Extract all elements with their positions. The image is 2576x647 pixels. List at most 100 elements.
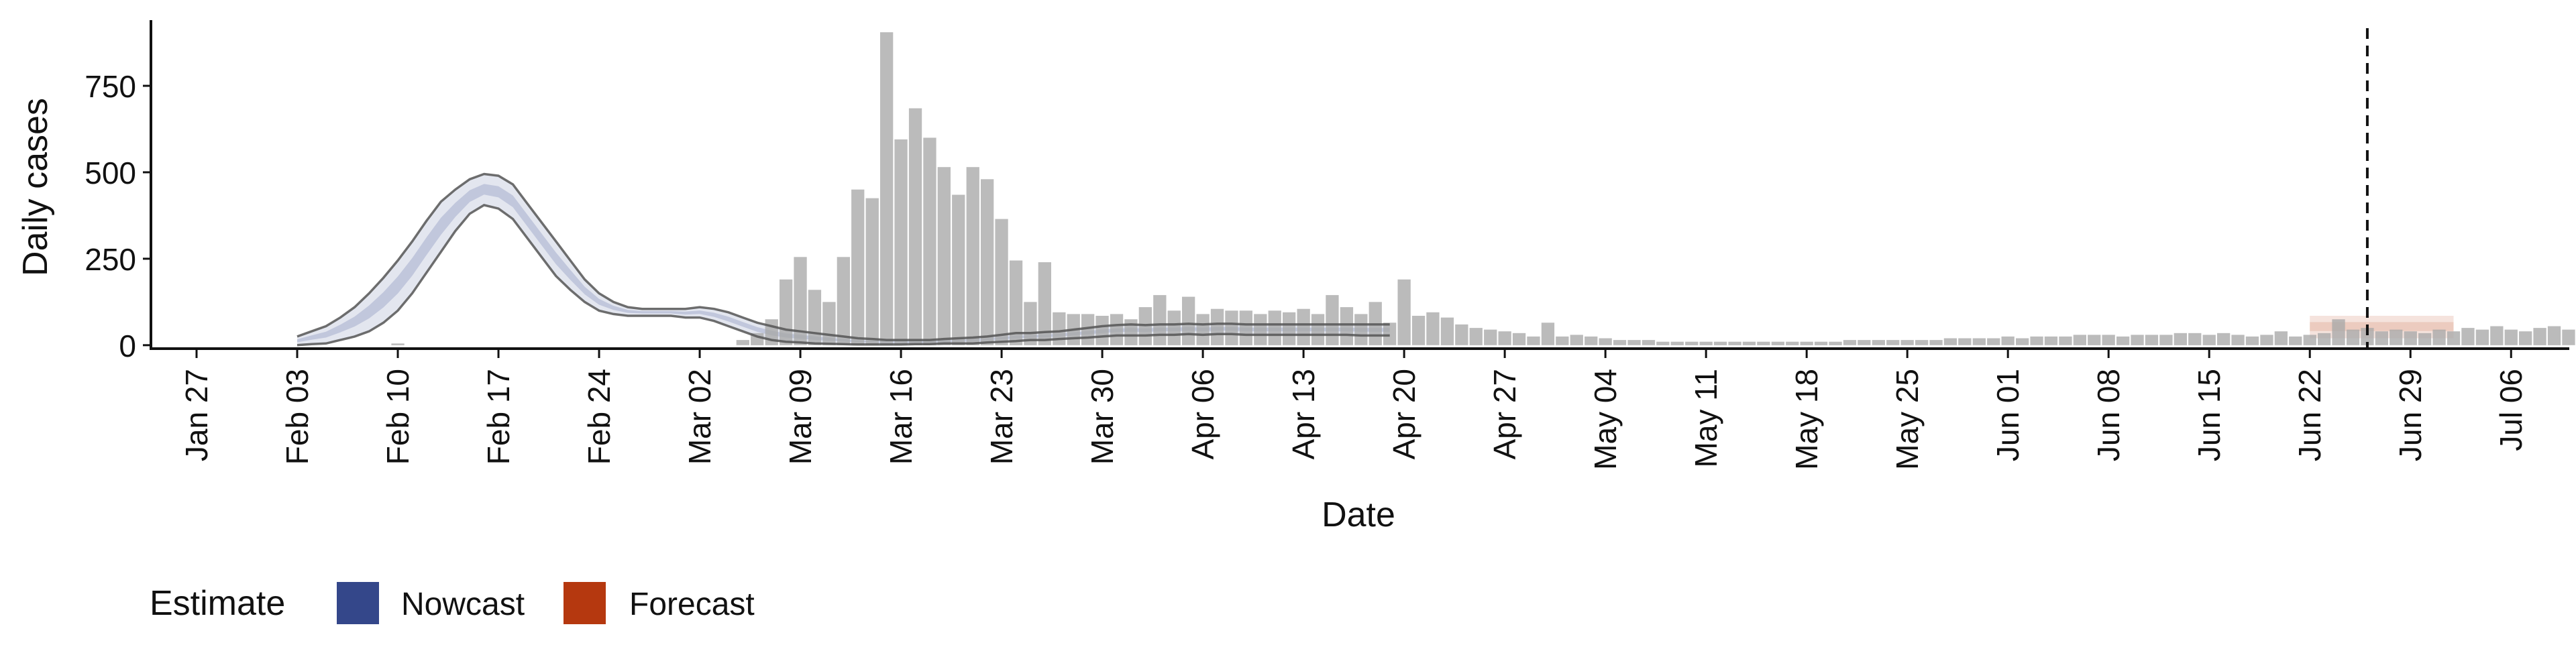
- case-bar: [1656, 341, 1670, 345]
- case-bar: [894, 139, 908, 345]
- x-tick-label: Feb 24: [582, 369, 616, 465]
- case-bar: [1196, 314, 1210, 345]
- case-bar: [908, 108, 922, 345]
- case-bar: [1742, 341, 1756, 345]
- case-bar: [865, 198, 879, 345]
- case-bar: [1268, 310, 1281, 345]
- case-bar: [1239, 310, 1252, 345]
- bars-layer: [391, 32, 2575, 345]
- case-bar: [780, 279, 793, 345]
- case-bar: [2303, 335, 2316, 345]
- case-bar: [1872, 340, 1885, 345]
- legend-swatch-nowcast: [337, 582, 379, 624]
- case-bar: [2475, 329, 2489, 345]
- case-bar: [1326, 295, 1339, 345]
- case-bar: [1009, 260, 1023, 345]
- case-bar: [2145, 335, 2159, 345]
- case-bar: [1512, 333, 1526, 345]
- legend-title: Estimate: [150, 584, 285, 623]
- case-bar: [2188, 333, 2202, 345]
- case-bar: [1585, 336, 1598, 345]
- case-bar: [2217, 333, 2231, 345]
- case-bar: [1570, 335, 1583, 345]
- case-bar: [1440, 317, 1454, 345]
- legend-label-forecast: Forecast: [629, 587, 755, 622]
- x-tick-label: Apr 13: [1286, 369, 1321, 460]
- case-bar: [1110, 314, 1124, 345]
- nowcast-upper-line: [297, 172, 1390, 341]
- case-bar: [2245, 336, 2259, 345]
- case-bar: [1627, 340, 1641, 345]
- case-bar: [1095, 316, 1109, 345]
- case-bar: [2404, 331, 2417, 345]
- y-tick-label: 250: [85, 242, 136, 277]
- case-bar: [1124, 319, 1138, 345]
- case-bar: [1038, 262, 1051, 345]
- case-bar: [1858, 340, 1871, 345]
- x-tick-label: Jan 27: [179, 369, 214, 461]
- case-bar: [1469, 328, 1483, 345]
- case-bar: [2044, 336, 2058, 345]
- x-tick-label: Apr 27: [1487, 369, 1522, 460]
- case-bar: [2131, 335, 2144, 345]
- case-bar: [1829, 341, 1842, 345]
- case-bar: [1024, 302, 1037, 345]
- y-axis-title: Daily cases: [16, 98, 55, 276]
- x-tick-label: Jun 22: [2292, 369, 2327, 461]
- case-bar: [2547, 326, 2561, 345]
- case-bar: [1786, 341, 1799, 345]
- case-bar: [2461, 328, 2475, 345]
- case-bar: [1814, 341, 1828, 345]
- case-bar: [1498, 331, 1511, 345]
- case-bar: [1642, 340, 1656, 345]
- case-bar: [923, 137, 936, 345]
- case-bar: [2375, 331, 2388, 345]
- case-bar: [1886, 340, 1900, 345]
- case-bar: [851, 189, 865, 345]
- case-bar: [2016, 338, 2029, 345]
- case-bar: [2432, 329, 2446, 345]
- x-tick-label: May 18: [1789, 369, 1824, 470]
- case-bar: [1685, 341, 1699, 345]
- case-bar: [1670, 341, 1684, 345]
- x-tick-label: Jul 06: [2493, 369, 2528, 451]
- axes-layer: [150, 20, 2569, 350]
- case-bar: [2504, 329, 2518, 345]
- case-bar: [1225, 310, 1238, 345]
- case-bar: [1426, 312, 1440, 345]
- case-bar: [2174, 333, 2187, 345]
- case-bar: [837, 257, 850, 345]
- case-bar: [1556, 336, 1569, 345]
- case-bar: [1340, 307, 1354, 345]
- case-bar: [1354, 314, 1368, 345]
- case-bar: [1757, 341, 1770, 345]
- case-bar: [2202, 335, 2216, 345]
- case-bar: [1397, 279, 1411, 345]
- case-bar: [1713, 341, 1727, 345]
- case-bar: [1455, 324, 1468, 345]
- case-bar: [1613, 340, 1627, 345]
- case-bar: [1972, 338, 1986, 345]
- case-bar: [1771, 341, 1784, 345]
- x-tick-label: Mar 02: [682, 369, 717, 465]
- x-tick-label: Mar 16: [883, 369, 918, 465]
- case-bar: [2332, 319, 2345, 345]
- case-bar: [391, 343, 405, 345]
- legend-label-nowcast: Nowcast: [401, 587, 525, 622]
- x-axis-title: Date: [1322, 495, 1395, 534]
- y-tick-label: 500: [85, 156, 136, 190]
- case-bar: [966, 167, 979, 345]
- nowcast-lines: [297, 172, 1390, 347]
- y-tick-label: 0: [119, 329, 136, 363]
- case-bar: [1297, 308, 1310, 345]
- case-bar: [2447, 331, 2461, 345]
- x-tick-label: Mar 30: [1085, 369, 1120, 465]
- y-ticks: 0 250 500 750: [85, 69, 151, 363]
- nowcast-lower-line: [297, 204, 1390, 347]
- x-tick-label: Jun 29: [2393, 369, 2428, 461]
- case-bar: [2490, 326, 2504, 345]
- case-bar: [1283, 312, 1296, 345]
- case-bar: [2073, 335, 2086, 345]
